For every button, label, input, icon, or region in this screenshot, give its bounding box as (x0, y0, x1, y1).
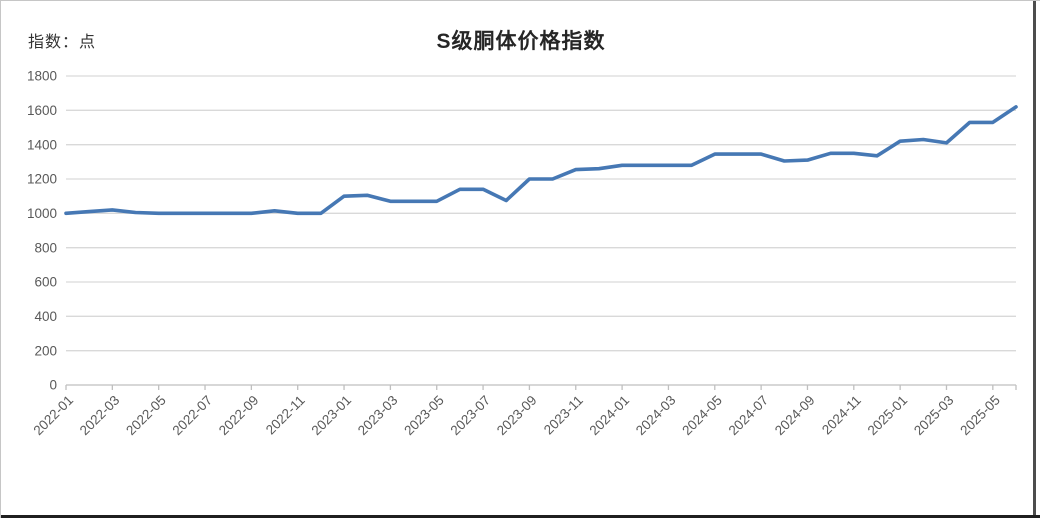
window-right-edge (1033, 1, 1036, 516)
x-axis-tick-label: 2024-09 (772, 393, 818, 439)
window-bottom-edge (1, 515, 1040, 518)
x-axis-tick-label: 2022-07 (170, 393, 216, 439)
price-index-series-line (64, 105, 1018, 216)
x-axis-tick-label: 2023-07 (448, 393, 494, 439)
y-axis-tick-label: 1000 (27, 206, 57, 221)
y-axis-tick-label: 0 (49, 378, 57, 393)
x-axis-tick-label: 2022-11 (263, 393, 308, 438)
y-axis-tick-label: 1600 (27, 103, 57, 118)
x-axis-tick-label: 2023-09 (494, 393, 540, 439)
x-axis-tick-label: 2022-05 (123, 393, 169, 439)
x-axis-tick-label: 2023-05 (401, 393, 447, 439)
x-axis-tick-label: 2024-03 (633, 393, 679, 439)
y-axis-tick-label: 1400 (27, 137, 57, 152)
x-axis-tick-label: 2025-03 (911, 393, 957, 439)
x-axis-tick-label: 2023-03 (355, 393, 401, 439)
x-axis-tick-label: 2024-01 (587, 393, 633, 439)
x-axis-tick-label: 2022-01 (30, 393, 76, 439)
x-axis-tick-label: 2022-03 (77, 393, 123, 439)
x-axis-tick-label: 2022-09 (216, 393, 262, 439)
y-axis-tick-label: 400 (34, 309, 57, 324)
y-axis-tick-label: 1800 (27, 69, 57, 84)
x-axis-tick-label: 2024-11 (819, 393, 864, 438)
x-axis-tick-label: 2025-01 (865, 393, 911, 439)
y-axis-tick-label: 1200 (27, 172, 57, 187)
x-axis-tick-label: 2024-07 (726, 393, 772, 439)
y-axis-tick-label: 200 (34, 343, 57, 358)
y-axis-tick-label: 800 (34, 240, 57, 255)
x-axis-tick-label: 2024-05 (679, 393, 725, 439)
x-axis-tick-label: 2023-01 (309, 393, 355, 439)
y-axis-tick-label: 600 (34, 275, 57, 290)
x-axis-tick-label: 2025-05 (957, 393, 1003, 439)
x-axis-tick-label: 2023-11 (541, 393, 586, 438)
y-axis-unit-label: 指数：点 (28, 34, 97, 51)
